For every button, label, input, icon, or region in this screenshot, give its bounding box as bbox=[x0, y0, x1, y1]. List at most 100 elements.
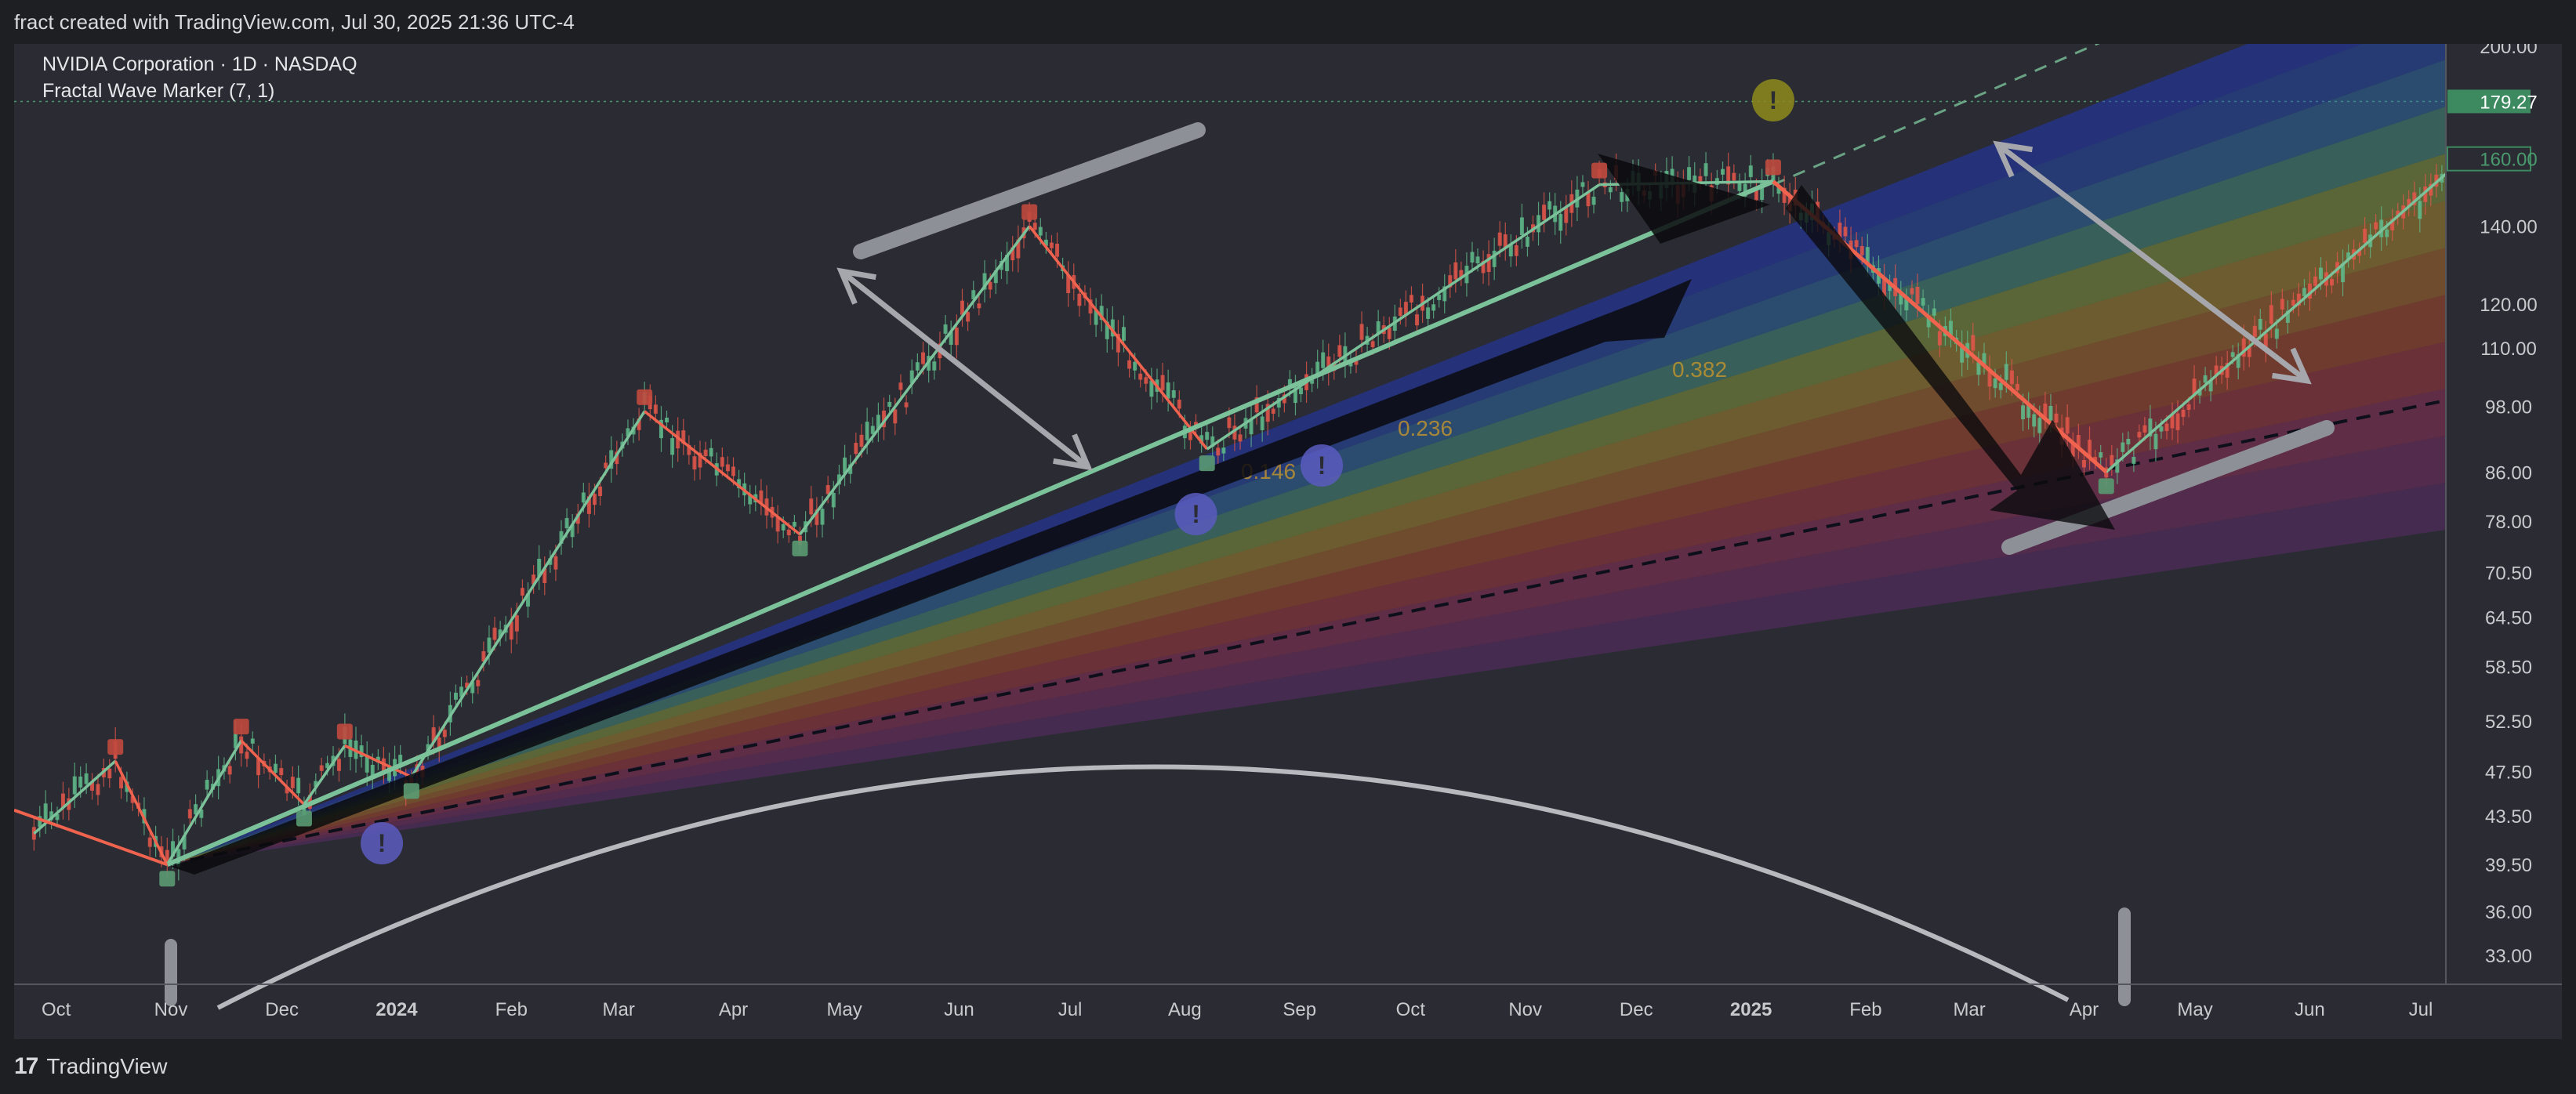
candle-body bbox=[2385, 229, 2389, 237]
candle-body bbox=[1326, 356, 1331, 373]
candle-body bbox=[165, 849, 169, 865]
candle-body bbox=[848, 464, 853, 474]
candle-body bbox=[2054, 413, 2059, 423]
y-tick-label: 140.00 bbox=[2480, 217, 2537, 238]
candle-body bbox=[325, 763, 330, 769]
candle-body bbox=[107, 768, 112, 779]
candle-body bbox=[1426, 307, 1431, 319]
candle-body bbox=[2374, 222, 2378, 230]
candle-body bbox=[570, 524, 575, 538]
candle-body bbox=[615, 451, 619, 465]
y-tick-label: 78.00 bbox=[2485, 512, 2532, 533]
candle-body bbox=[1859, 246, 1864, 255]
double-arrow-left bbox=[836, 267, 1093, 471]
candle-body bbox=[1537, 215, 1541, 233]
candle-body bbox=[815, 509, 819, 525]
x-tick-label: Sep bbox=[1283, 999, 1316, 1020]
y-tick-label: 39.50 bbox=[2485, 855, 2532, 876]
candle-body bbox=[1376, 321, 1381, 335]
x-tick-label: Jun bbox=[944, 999, 974, 1020]
candle-body bbox=[199, 809, 204, 818]
candle-body bbox=[1998, 382, 2003, 390]
x-tick-label: Jul bbox=[1058, 999, 1083, 1020]
candle-body bbox=[1094, 310, 1098, 325]
candle-body bbox=[1177, 399, 1181, 409]
candle-body bbox=[1486, 254, 1491, 273]
candle-body bbox=[2407, 198, 2411, 208]
fractal-high-marker bbox=[233, 719, 249, 735]
footer-brand[interactable]: TradingView bbox=[46, 1054, 168, 1078]
alert-badge: ! bbox=[1301, 444, 1344, 487]
candle-body bbox=[2186, 404, 2191, 410]
candle-body bbox=[147, 837, 152, 847]
candle-body bbox=[239, 736, 244, 754]
candle-body bbox=[1838, 223, 1842, 240]
candle-body bbox=[1431, 304, 1436, 311]
candle-body bbox=[2148, 418, 2153, 437]
candle-body bbox=[1005, 254, 1010, 272]
candle-body bbox=[514, 615, 519, 632]
candle-body bbox=[887, 401, 892, 408]
candle-body bbox=[2346, 252, 2351, 260]
price-axis bbox=[2446, 44, 2562, 1039]
candle-body bbox=[1459, 270, 1464, 278]
fractal-high-marker bbox=[336, 723, 353, 740]
candle-body bbox=[1088, 299, 1093, 313]
candle-body bbox=[2009, 370, 2014, 385]
candle-body bbox=[1514, 245, 1518, 256]
candle-body bbox=[2081, 460, 2086, 468]
candle-body bbox=[1216, 447, 1221, 456]
candle-body bbox=[687, 444, 691, 455]
candle-body bbox=[1287, 379, 1292, 389]
indicator-legend[interactable]: Fractal Wave Marker (7, 1) bbox=[42, 80, 275, 102]
symbol-legend[interactable]: NVIDIA Corporation · 1D · NASDAQ bbox=[42, 53, 357, 75]
candle-body bbox=[542, 568, 547, 584]
candle-body bbox=[598, 486, 603, 497]
candle-body bbox=[759, 490, 764, 504]
candle-body bbox=[1525, 237, 1529, 247]
x-tick-label: May bbox=[2177, 999, 2212, 1020]
candle-body bbox=[2379, 219, 2384, 237]
candle-body bbox=[314, 781, 318, 787]
candle-body bbox=[971, 290, 976, 299]
y-tick-label: 120.00 bbox=[2480, 295, 2537, 316]
fib-band bbox=[167, 201, 2447, 865]
chart-area[interactable]: 0.146 0.236 0.382 !!!! 200.00 140.00 120.00 1… bbox=[13, 0, 2562, 1039]
candle-body bbox=[1127, 360, 1132, 369]
candle-body bbox=[1403, 302, 1408, 316]
candle-body bbox=[130, 796, 135, 803]
major-up-leg bbox=[166, 179, 1775, 868]
candle-body bbox=[2065, 417, 2070, 434]
fib-band bbox=[167, 342, 2447, 865]
fractal-high-marker bbox=[1765, 159, 1781, 176]
candle-body bbox=[786, 529, 791, 536]
candle-body bbox=[966, 312, 971, 322]
candle-body bbox=[949, 331, 953, 345]
wave-segment bbox=[1206, 183, 1601, 451]
candle-body bbox=[1492, 250, 1497, 267]
candle-body bbox=[1442, 286, 1447, 302]
y-tick-label: 33.00 bbox=[2485, 946, 2532, 967]
candle-body bbox=[1149, 380, 1154, 397]
candle-body bbox=[2418, 201, 2422, 219]
alert-icon: ! bbox=[378, 829, 386, 857]
candle-body bbox=[426, 744, 430, 752]
candle-body bbox=[182, 835, 187, 849]
fib-band bbox=[167, 389, 2447, 865]
candle-body bbox=[171, 841, 176, 857]
current-price-badge bbox=[2447, 146, 2531, 172]
candle-body bbox=[2269, 305, 2273, 324]
candle-body bbox=[470, 682, 475, 694]
candle-body bbox=[854, 443, 858, 455]
candle-body bbox=[2104, 467, 2109, 478]
fib-band bbox=[167, 154, 2447, 865]
candle-body bbox=[1049, 242, 1054, 248]
alert-icon: ! bbox=[1318, 451, 1326, 480]
candle-body bbox=[637, 418, 641, 430]
x-tick-label: Mar bbox=[602, 999, 634, 1020]
candle-body bbox=[2164, 423, 2169, 432]
candle-body bbox=[2197, 389, 2202, 396]
candle-body bbox=[1865, 247, 1870, 264]
x-tick-label: Mar bbox=[1953, 999, 1985, 1020]
